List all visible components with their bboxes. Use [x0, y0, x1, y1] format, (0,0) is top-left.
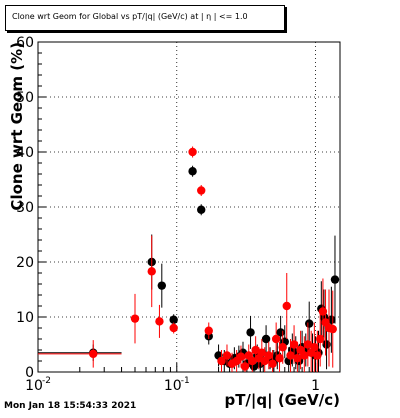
data-point	[282, 301, 291, 311]
data-point	[240, 362, 250, 371]
data-point	[300, 351, 309, 360]
data-point	[257, 348, 267, 357]
data-point	[275, 354, 284, 363]
data-point	[310, 343, 319, 352]
data-point	[289, 340, 299, 349]
x-tick-label: 10	[164, 378, 182, 394]
data-point	[246, 328, 255, 337]
chart-title-box: Clone wrt Geom for Global vs pT/|q| (GeV…	[5, 5, 285, 31]
x-tick-label: 10	[25, 378, 43, 394]
data-point	[147, 267, 156, 276]
y-tick-label: 20	[16, 255, 34, 271]
data-point	[130, 314, 140, 323]
data-point	[278, 343, 287, 352]
data-point	[305, 319, 314, 328]
x-tick-exponent: -2	[42, 376, 51, 386]
data-point	[197, 186, 206, 195]
data-point	[293, 354, 302, 363]
data-point	[303, 340, 313, 349]
x-tick-label: 1	[311, 378, 320, 394]
data-point	[188, 167, 197, 176]
data-point	[236, 352, 246, 361]
y-tick-label: 50	[16, 90, 34, 106]
y-tick-label: 30	[16, 200, 34, 216]
data-point	[318, 307, 328, 316]
data-point	[188, 147, 197, 157]
data-point	[248, 356, 257, 366]
data-point	[261, 334, 271, 344]
data-point	[204, 326, 213, 335]
data-point	[222, 351, 232, 360]
data-point	[271, 334, 281, 344]
x-axis-label: pT/|q| (GeV/c)	[224, 391, 340, 410]
data-point	[268, 359, 277, 368]
data-point	[286, 351, 295, 360]
data-point	[316, 334, 325, 344]
y-axis-label: Clone wrt Geom (%)	[8, 42, 26, 211]
y-tick-label: 10	[16, 310, 34, 326]
data-point	[157, 281, 167, 290]
y-tick-label: 60	[16, 35, 34, 51]
data-point	[89, 349, 98, 359]
data-point	[217, 356, 226, 366]
chart-title: Clone wrt Geom for Global vs pT/|q| (GeV…	[12, 12, 248, 21]
data-point	[197, 205, 206, 214]
data-point	[169, 315, 178, 324]
data-point	[264, 351, 273, 360]
x-tick-exponent: -1	[181, 376, 190, 386]
data-point	[169, 323, 178, 333]
y-tick-label: 0	[25, 365, 34, 381]
data-point	[328, 324, 337, 334]
data-point	[155, 317, 164, 326]
data-point	[313, 351, 322, 360]
data-point	[330, 275, 340, 284]
y-tick-label: 40	[16, 145, 34, 161]
timestamp: Mon Jan 18 15:54:33 2021	[4, 401, 137, 411]
